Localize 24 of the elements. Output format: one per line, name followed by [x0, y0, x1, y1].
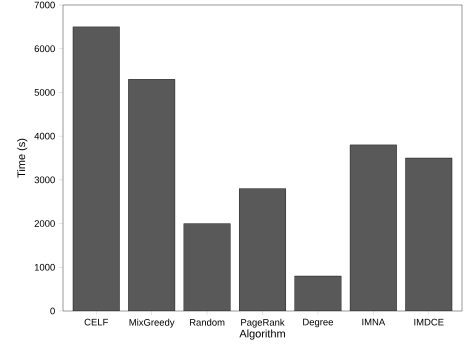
- bar: [405, 158, 452, 311]
- y-tick-label: 5000: [34, 89, 55, 96]
- y-tick-label: 0: [50, 308, 55, 314]
- x-tick-label: IMDCE: [414, 318, 444, 326]
- y-tick-label: 3000: [34, 176, 55, 184]
- bar: [184, 224, 230, 311]
- x-tick-label: PageRank: [241, 318, 285, 328]
- y-tick-label: 1000: [34, 264, 55, 271]
- y-axis-title: Time (s): [17, 138, 28, 178]
- bar: [294, 276, 342, 311]
- x-tick-label: MixGreedy: [130, 318, 175, 328]
- y-tick-label: 6000: [34, 45, 55, 52]
- x-axis-title: Algorithm: [239, 329, 285, 340]
- bar: [350, 144, 397, 311]
- bar: [72, 26, 120, 311]
- x-tick-label: Random: [190, 318, 224, 326]
- y-tick-label: 2000: [34, 220, 55, 227]
- y-tick-label: 4000: [34, 132, 55, 140]
- x-tick-label: Degree: [303, 318, 334, 328]
- x-tick-label: CELF: [84, 318, 108, 326]
- bar: [239, 188, 286, 311]
- y-tick-label: 7000: [34, 2, 55, 8]
- bar: [128, 79, 175, 311]
- x-tick-label: IMNA: [362, 318, 386, 326]
